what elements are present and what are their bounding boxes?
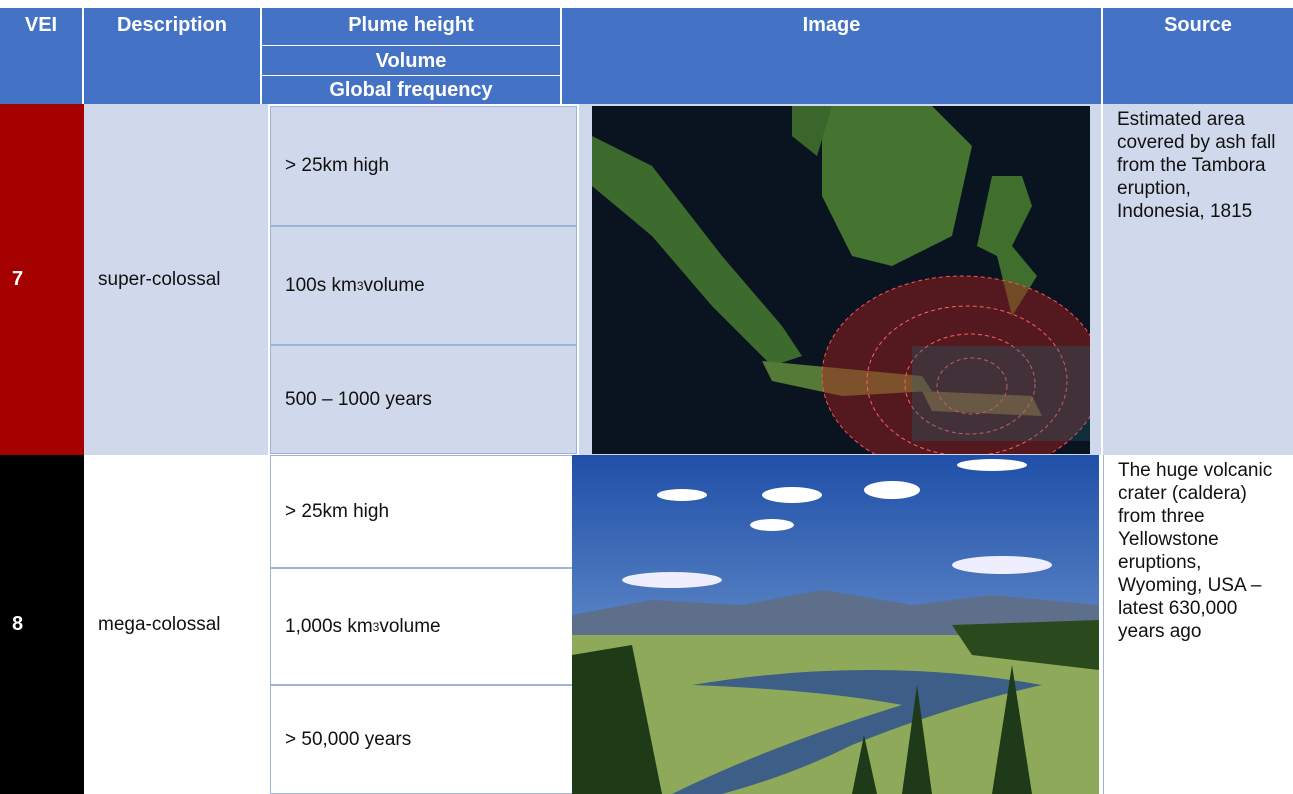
header-image: Image — [562, 8, 1103, 104]
caldera-image — [572, 455, 1099, 794]
image-cell — [579, 104, 1103, 455]
height-cell: > 25km high — [270, 106, 577, 226]
ash-map-image — [592, 106, 1090, 454]
header-frequency: Global frequency — [262, 76, 562, 104]
vei-cell: 7 — [0, 104, 84, 455]
volume-rest: volume — [363, 274, 425, 296]
frequency-cell: 500 – 1000 years — [270, 345, 577, 454]
image-cell — [572, 455, 1103, 794]
header-description: Description — [84, 8, 262, 104]
frequency-cell: > 50,000 years — [270, 685, 577, 794]
vei-cell: 8 — [0, 455, 84, 794]
volume-cell: 100s km 3 volume — [270, 226, 577, 345]
header-plume: Plume height — [262, 8, 562, 46]
volume-text: 1,000s km — [285, 615, 373, 637]
volume-cell: 1,000s km 3 volume — [270, 568, 577, 685]
volume-text: 100s km — [285, 274, 357, 296]
header-volume: Volume — [262, 46, 562, 76]
header-source: Source — [1103, 8, 1293, 104]
source-cell: Estimated area covered by ash fall from … — [1103, 104, 1293, 455]
source-cell: The huge volcanic crater (caldera) from … — [1103, 455, 1293, 794]
volume-sup: 3 — [356, 278, 364, 293]
volume-sup: 3 — [372, 619, 380, 634]
description-cell: super-colossal — [84, 104, 270, 455]
volume-rest: volume — [379, 615, 441, 637]
height-cell: > 25km high — [270, 455, 577, 568]
header-vei: VEI — [0, 8, 84, 104]
description-cell: mega-colossal — [98, 613, 221, 635]
